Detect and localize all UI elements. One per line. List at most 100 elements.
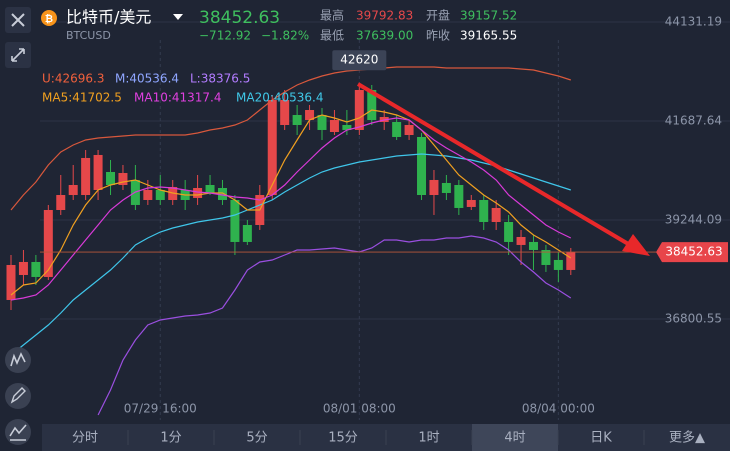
indicator-icon	[9, 424, 27, 441]
y-tick-label: 41687.64	[665, 113, 722, 127]
high-label: 最高	[320, 8, 344, 23]
tab[interactable]: 1时	[418, 431, 439, 446]
trend-arrow	[356, 82, 650, 256]
header: ₿ 比特币/美元 BTCUSD 38452.63 −712.92 −1.82% …	[41, 8, 517, 43]
tab[interactable]: 更多▲	[669, 430, 705, 446]
draw-button[interactable]	[5, 383, 31, 409]
candle-body	[417, 136, 427, 196]
indicator-line	[10, 153, 571, 356]
last-price-tag	[656, 242, 728, 263]
expand-icon	[11, 48, 25, 62]
x-tick-label: 08/01 08:00	[323, 402, 396, 416]
candle-body	[392, 121, 402, 137]
candle-body	[143, 189, 153, 200]
candle-body	[491, 207, 501, 222]
indicator-line	[10, 117, 572, 301]
high-value: 39792.83	[356, 9, 413, 23]
candle-body	[454, 185, 464, 208]
low-label: 最低	[320, 29, 344, 43]
tab[interactable]: 日K	[590, 431, 612, 446]
sidebar	[5, 7, 31, 445]
candle-body	[106, 171, 116, 186]
candle-body	[43, 210, 53, 277]
candle-body	[305, 110, 315, 121]
candle-body	[516, 236, 526, 245]
pair-name[interactable]: 比特币/美元	[66, 8, 151, 27]
indicator-legend: U:42696.3	[42, 72, 104, 86]
tab[interactable]: 15分	[328, 431, 358, 446]
open-label: 开盘	[426, 8, 450, 23]
prev-close-label: 昨收	[426, 29, 450, 43]
indicator-legend: MA20:40536.4	[236, 91, 324, 105]
draw-icon	[10, 387, 26, 404]
candle-body	[566, 252, 576, 270]
candle-body	[267, 99, 277, 196]
candle-body	[292, 114, 302, 125]
tab[interactable]: 4时	[504, 431, 525, 446]
candle-body	[81, 157, 91, 196]
candle-body	[553, 259, 563, 270]
arrow-head	[622, 234, 650, 256]
candle-body	[6, 264, 16, 300]
last-price-label: 38452.63	[665, 245, 722, 259]
prev-close-value: 39165.55	[460, 29, 517, 43]
candle-body	[317, 114, 327, 130]
tab[interactable]: 1分	[160, 431, 181, 446]
low-value: 37639.00	[356, 29, 413, 43]
change-pct: −1.82%	[261, 29, 309, 43]
change: −712.92	[199, 29, 251, 43]
candle-body	[479, 199, 489, 222]
indicator-legend: M:40536.4	[115, 72, 179, 86]
candle-body	[354, 89, 364, 130]
btc-icon	[41, 10, 57, 26]
candle-body	[118, 173, 128, 186]
x-tick-label: 07/29 16:00	[124, 402, 197, 416]
candle-body	[93, 154, 103, 190]
tab[interactable]: 5分	[246, 431, 267, 446]
open-value: 39157.52	[460, 9, 517, 23]
candle-body	[280, 99, 290, 125]
plot-area: 44131.19 41687.64 39244.09 36800.55 07/29 16…	[6, 14, 730, 420]
arrow-shaft	[356, 82, 632, 247]
candle-body	[441, 182, 451, 193]
toolbar: 分时 1分 5分 15分 1时 4时 日K 更多▲	[42, 424, 730, 451]
candle-body	[329, 120, 339, 133]
tool-icon	[10, 352, 26, 367]
candle-body	[466, 199, 476, 207]
price: 38452.63	[199, 8, 280, 28]
btc-icon-glyph: ₿	[45, 13, 53, 25]
indicator-legend: MA5:41702.5	[42, 91, 122, 105]
candle-body	[528, 241, 538, 250]
candle-body	[230, 199, 240, 242]
candle-body	[18, 261, 28, 275]
symbol: BTCUSD	[66, 29, 111, 42]
candle-body	[404, 124, 414, 136]
indicator-legend: L:38376.5	[190, 72, 250, 86]
peak-tooltip-label: 42620	[340, 53, 378, 67]
indicator-line	[97, 235, 572, 416]
x-tick-label: 08/04 00:00	[522, 402, 595, 416]
y-tick-label: 36800.55	[665, 312, 722, 326]
y-tick-label: 44131.19	[665, 14, 722, 28]
candle-body	[342, 124, 352, 130]
candle-body	[429, 179, 439, 196]
indicator-legend: MA10:41317.4	[134, 91, 222, 105]
indicator-line	[10, 109, 572, 296]
candle-body	[193, 187, 203, 198]
candle-body	[367, 89, 377, 121]
y-tick-label: 39244.09	[665, 213, 722, 227]
tab[interactable]: 分时	[72, 431, 98, 446]
pair-dropdown[interactable]	[173, 14, 183, 20]
candle-body	[56, 195, 66, 210]
candle-body	[68, 185, 78, 196]
candle-body	[31, 261, 41, 277]
close-icon	[11, 13, 25, 27]
peak-tooltip	[332, 50, 387, 71]
candle-body	[541, 249, 551, 265]
candle-body	[217, 187, 227, 200]
candle-body	[205, 185, 215, 193]
tab-active-bg	[472, 424, 558, 451]
